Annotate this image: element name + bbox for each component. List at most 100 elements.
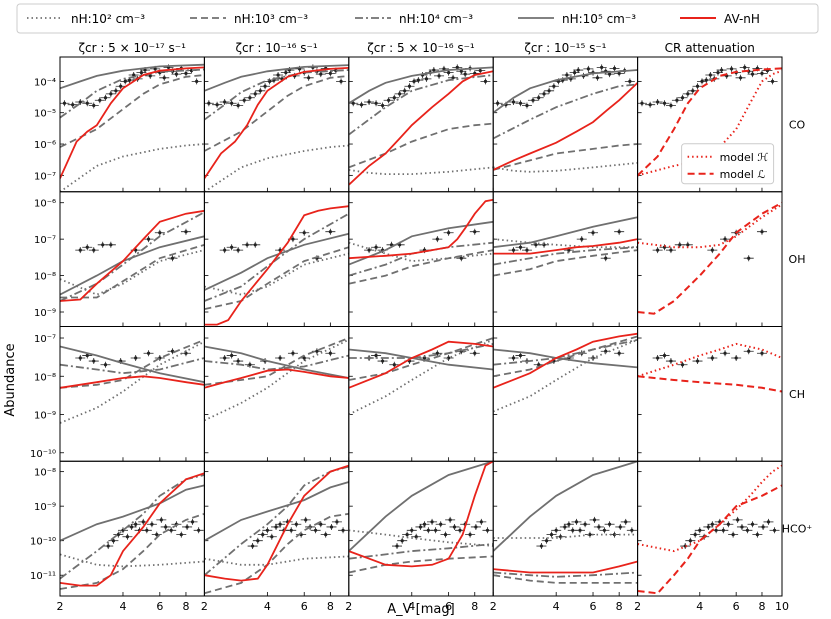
panel: 10⁻⁹ 10⁻⁸ 10⁻⁷ 10⁻⁶ (34, 191, 205, 327)
panel-frame (637, 460, 783, 597)
obs-point (416, 78, 420, 82)
series-model-h (637, 464, 782, 553)
panel-content (348, 337, 494, 416)
series-n1e4 (60, 357, 205, 375)
obs-point (392, 363, 396, 367)
obs-point (123, 79, 127, 83)
obs-point (351, 101, 355, 105)
panel-content (348, 64, 494, 186)
obs-point (435, 351, 439, 355)
obs-point (612, 66, 617, 70)
obs-point (341, 528, 345, 532)
series-n1e2 (60, 553, 205, 568)
obs-point (595, 76, 600, 80)
obs-point (367, 248, 371, 252)
obs-point (141, 520, 145, 524)
y-tick-label: 10⁻⁹ (34, 308, 56, 319)
obs-point (278, 522, 282, 526)
obs-point (155, 533, 159, 537)
series-n1e4 (348, 241, 494, 277)
obs-point (534, 243, 538, 247)
obs-point (109, 243, 113, 247)
obs-point (443, 533, 448, 537)
obs-point (78, 356, 82, 360)
panel-content (493, 64, 638, 173)
series-n1e5 (204, 64, 349, 92)
series-n1e3 (60, 74, 205, 148)
obs-point (648, 103, 652, 107)
x-tick-label: 6 (590, 600, 597, 613)
obs-point (148, 74, 152, 78)
obs-point (770, 79, 775, 83)
y-tick-label: 10⁻⁶ (34, 140, 56, 151)
obs-point (607, 72, 612, 76)
obs-point (743, 65, 747, 69)
obs-point (184, 230, 188, 234)
panel-frame (348, 191, 494, 327)
obs-point (565, 73, 569, 77)
obs-point (496, 101, 500, 105)
series-n1e3 (493, 249, 638, 277)
obs-point (195, 79, 199, 83)
series-n1e5 (348, 348, 494, 371)
obs-point (574, 520, 579, 524)
obs-point (630, 528, 634, 532)
series-n1e3 (493, 143, 638, 171)
series-n1e5 (493, 461, 638, 552)
obs-point (143, 68, 147, 72)
series-avnh (60, 209, 205, 302)
obs-point (291, 351, 295, 355)
panel-frame (203, 56, 350, 193)
panel-content (637, 201, 782, 315)
panel-content (60, 63, 205, 192)
obs-point (197, 528, 201, 532)
obs-point (236, 248, 240, 252)
observations (348, 64, 491, 109)
obs-point (92, 103, 96, 108)
obs-point (236, 359, 240, 363)
series-n1e5 (60, 63, 205, 90)
obs-point (162, 76, 166, 80)
obs-point (721, 528, 725, 532)
x-tick-label: 8 (182, 600, 189, 613)
series-n1e2 (348, 338, 494, 416)
obs-point (549, 533, 554, 537)
obs-point (374, 245, 378, 249)
y-axis-label: Abundance (3, 343, 18, 416)
obs-point (328, 351, 332, 355)
plot-grid: ζcr : 5 × 10⁻¹⁷ s⁻¹ ζcr : 10⁻¹⁶ s⁻¹ ζcr : … (30, 41, 812, 617)
obs-point (304, 518, 308, 522)
obs-point (437, 74, 441, 78)
obs-point (583, 522, 587, 526)
species-label: CH (789, 388, 805, 401)
series-n1e3 (204, 75, 349, 152)
obs-point (170, 256, 175, 260)
panel: model ℋ model ℒ (637, 56, 783, 193)
obs-point (223, 100, 227, 104)
series-avnh (348, 70, 494, 186)
obs-point (618, 525, 622, 529)
obs-point (184, 71, 188, 75)
obs-point (367, 100, 371, 104)
obs-point (747, 256, 751, 260)
panel-frame (637, 326, 783, 462)
species-label: CO (789, 118, 806, 131)
obs-point (387, 98, 391, 102)
series-n1e4 (493, 571, 638, 578)
obs-point (103, 96, 108, 100)
x-tick-label: 2 (634, 600, 641, 613)
obs-point (617, 230, 621, 234)
obs-point (276, 73, 280, 77)
series-n1e5 (348, 220, 494, 266)
series-n1e2 (60, 143, 205, 192)
obs-point (474, 525, 478, 529)
panel-frame (492, 191, 639, 327)
obs-point (452, 525, 457, 529)
obs-point (766, 520, 771, 524)
y-tick-label: 10⁻⁸ (34, 468, 56, 479)
x-tick-label: 4 (119, 600, 126, 613)
obs-point (291, 237, 295, 241)
series-n1e3 (493, 335, 638, 378)
series-model-l (637, 375, 782, 393)
y-tick-label: 10⁻¹¹ (30, 571, 56, 582)
